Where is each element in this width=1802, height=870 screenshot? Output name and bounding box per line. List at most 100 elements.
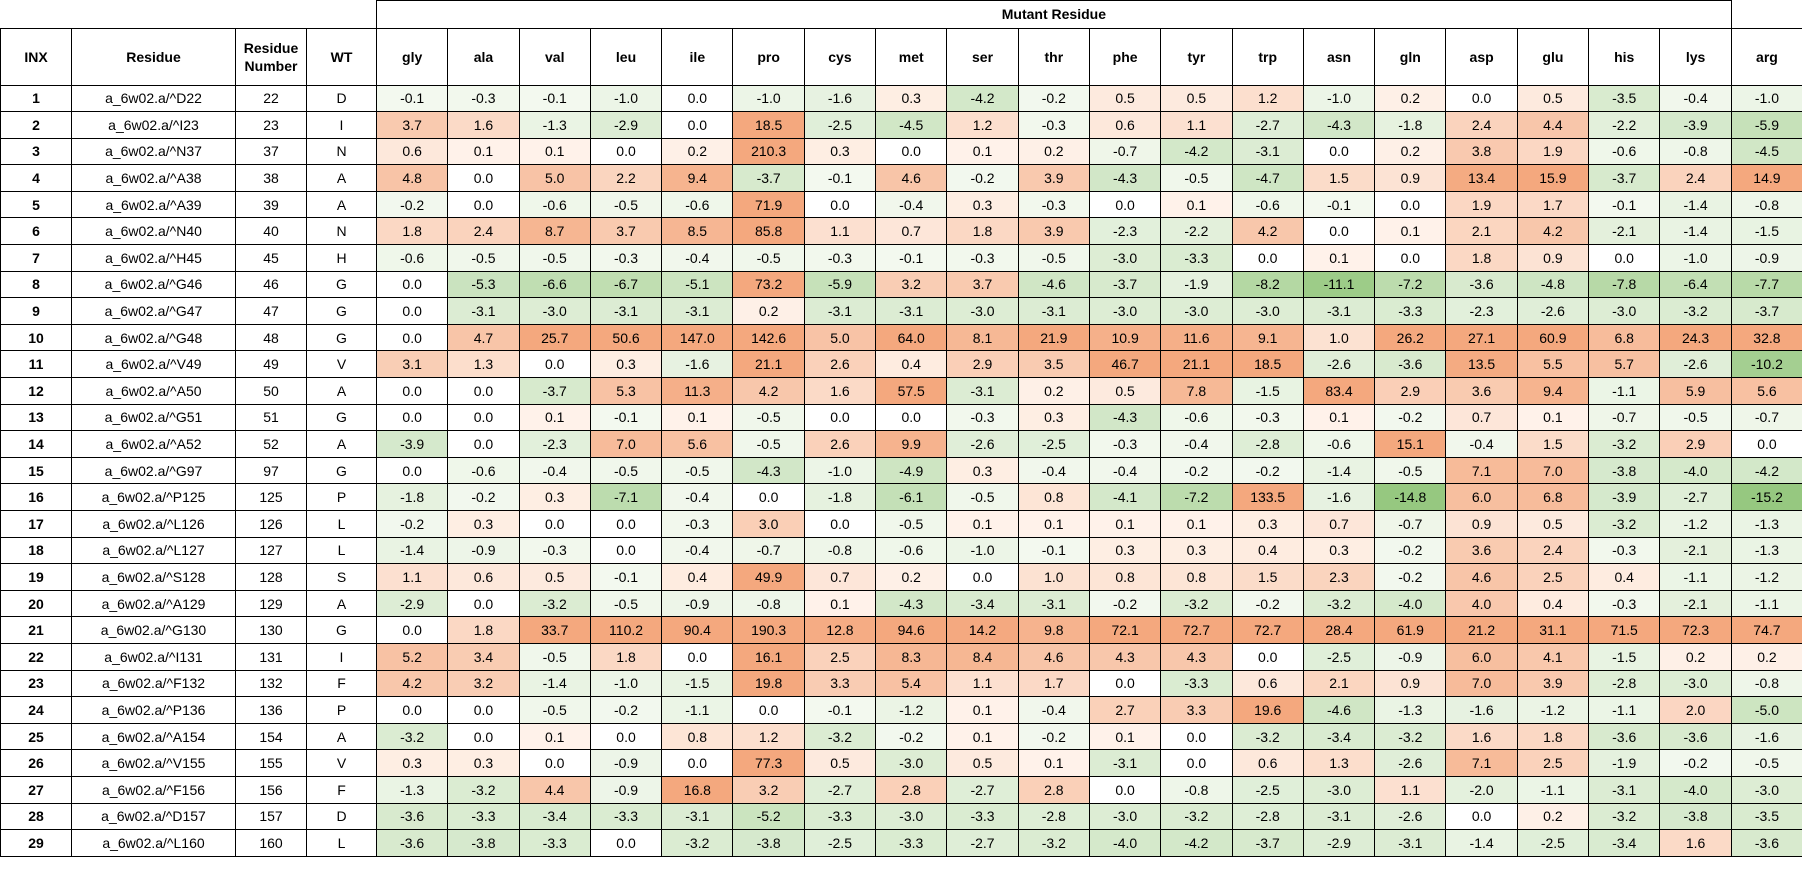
score-cell: 3.9 xyxy=(1516,669,1590,698)
score-cell: -3.0 xyxy=(1088,297,1162,325)
score-cell: -0.9 xyxy=(589,749,663,777)
score-cell: 3.1 xyxy=(375,350,449,379)
wt-cell: G xyxy=(306,270,377,299)
table-row: 5 a_6w02.a/^A39 39 A -0.2 0.0 -0.6 -0.5 -0.6 71.9… xyxy=(0,190,1802,219)
score-cell: -0.7 xyxy=(1588,403,1661,432)
score-cell: -3.0 xyxy=(518,297,591,325)
score-cell: 0.7 xyxy=(875,217,948,246)
residue-cell: a_6w02.a/^D157 xyxy=(71,802,236,831)
score-cell: 15.9 xyxy=(1516,164,1590,192)
column-header: his xyxy=(1588,27,1661,86)
score-cell: -3.0 xyxy=(1659,669,1732,698)
score-cell: 0.0 xyxy=(1088,190,1162,219)
column-header: ile xyxy=(661,27,734,86)
score-cell: 9.8 xyxy=(1017,616,1090,644)
score-cell: -0.2 xyxy=(1017,722,1090,751)
wt-cell: G xyxy=(306,297,377,325)
score-cell: -3.2 xyxy=(375,722,449,751)
score-cell: 2.4 xyxy=(1445,111,1518,139)
score-cell: -5.3 xyxy=(447,270,520,299)
score-cell: 0.0 xyxy=(803,510,877,538)
score-cell: -1.5 xyxy=(1730,217,1802,246)
score-cell: 33.7 xyxy=(518,616,591,644)
score-cell: -10.2 xyxy=(1730,350,1802,379)
inx-cell: 19 xyxy=(0,563,72,591)
column-header: gln xyxy=(1374,27,1447,86)
score-cell: 5.9 xyxy=(1659,377,1732,405)
score-cell: 0.0 xyxy=(1088,669,1162,698)
table-row: 28 a_6w02.a/^D157 157 D -3.6 -3.3 -3.4 -3.3 -3.1… xyxy=(0,802,1802,831)
score-cell: 0.8 xyxy=(1160,563,1233,591)
score-cell: -0.2 xyxy=(375,510,449,538)
score-cell: 0.4 xyxy=(1516,589,1590,618)
score-cell: 3.6 xyxy=(1445,377,1518,405)
score-cell: -1.1 xyxy=(1588,377,1661,405)
score-cell: 0.3 xyxy=(589,350,663,379)
residue-number-cell: 51 xyxy=(235,403,307,432)
score-cell: 0.2 xyxy=(1516,802,1590,831)
score-cell: 0.3 xyxy=(518,483,591,511)
score-cell: -6.7 xyxy=(589,270,663,299)
residue-number-cell: 46 xyxy=(235,270,307,299)
residue-number-cell: 156 xyxy=(235,775,307,804)
score-cell: -3.4 xyxy=(518,802,591,831)
inx-cell: 7 xyxy=(0,244,72,272)
score-cell: -3.1 xyxy=(1231,137,1304,166)
score-cell: 0.2 xyxy=(1659,642,1732,671)
score-cell: 49.9 xyxy=(732,563,805,591)
score-cell: 0.4 xyxy=(1231,536,1304,565)
score-cell: 0.4 xyxy=(661,563,734,591)
inx-cell: 25 xyxy=(0,722,72,751)
score-cell: 1.8 xyxy=(946,217,1019,246)
score-cell: -7.2 xyxy=(1160,483,1233,511)
score-cell: -1.4 xyxy=(518,669,591,698)
score-cell: -3.9 xyxy=(1659,111,1732,139)
score-cell: -0.2 xyxy=(1231,456,1304,485)
score-cell: -1.0 xyxy=(1302,84,1376,113)
score-cell: -2.8 xyxy=(1231,802,1304,831)
score-cell: 0.1 xyxy=(1160,510,1233,538)
residue-number-cell: 160 xyxy=(235,829,307,857)
column-header-row: INX Residue Residue Number WT gly ala val leu il… xyxy=(0,27,1802,86)
score-cell: 0.5 xyxy=(1088,84,1162,113)
score-cell: 3.3 xyxy=(803,669,877,698)
score-cell: -3.2 xyxy=(1588,802,1661,831)
score-cell: 0.0 xyxy=(732,483,805,511)
score-cell: -3.1 xyxy=(1374,829,1447,857)
score-cell: -3.3 xyxy=(875,829,948,857)
score-cell: 46.7 xyxy=(1088,350,1162,379)
score-cell: -1.9 xyxy=(1160,270,1233,299)
column-header: trp xyxy=(1231,27,1304,86)
residue-number-cell: 157 xyxy=(235,802,307,831)
header-spacer-right xyxy=(1731,0,1802,29)
score-cell: 2.4 xyxy=(1659,164,1732,192)
score-cell: 1.6 xyxy=(803,377,877,405)
score-cell: -2.5 xyxy=(1017,430,1090,458)
inx-cell: 26 xyxy=(0,749,72,777)
inx-cell: 27 xyxy=(0,775,72,804)
inx-cell: 15 xyxy=(0,456,72,485)
score-cell: 6.0 xyxy=(1445,483,1518,511)
score-cell: -0.3 xyxy=(946,244,1019,272)
score-cell: 5.4 xyxy=(875,669,948,698)
score-cell: 2.1 xyxy=(1302,669,1376,698)
score-cell: 8.5 xyxy=(661,217,734,246)
score-cell: -1.8 xyxy=(375,483,449,511)
score-cell: -1.2 xyxy=(1659,510,1732,538)
score-cell: 0.1 xyxy=(1088,722,1162,751)
score-cell: -0.3 xyxy=(1588,589,1661,618)
score-cell: -1.0 xyxy=(946,536,1019,565)
wt-cell: D xyxy=(306,802,377,831)
inx-cell: 12 xyxy=(0,377,72,405)
score-cell: -0.5 xyxy=(589,456,663,485)
score-cell: -0.3 xyxy=(946,403,1019,432)
score-cell: 72.7 xyxy=(1231,616,1304,644)
score-cell: 3.7 xyxy=(946,270,1019,299)
score-cell: 0.0 xyxy=(1231,642,1304,671)
score-cell: 4.4 xyxy=(518,775,591,804)
score-cell: 0.0 xyxy=(1374,190,1447,219)
score-cell: -0.2 xyxy=(447,483,520,511)
residue-cell: a_6w02.a/^L127 xyxy=(71,536,236,565)
score-cell: 1.8 xyxy=(1445,244,1518,272)
score-cell: -3.1 xyxy=(661,297,734,325)
